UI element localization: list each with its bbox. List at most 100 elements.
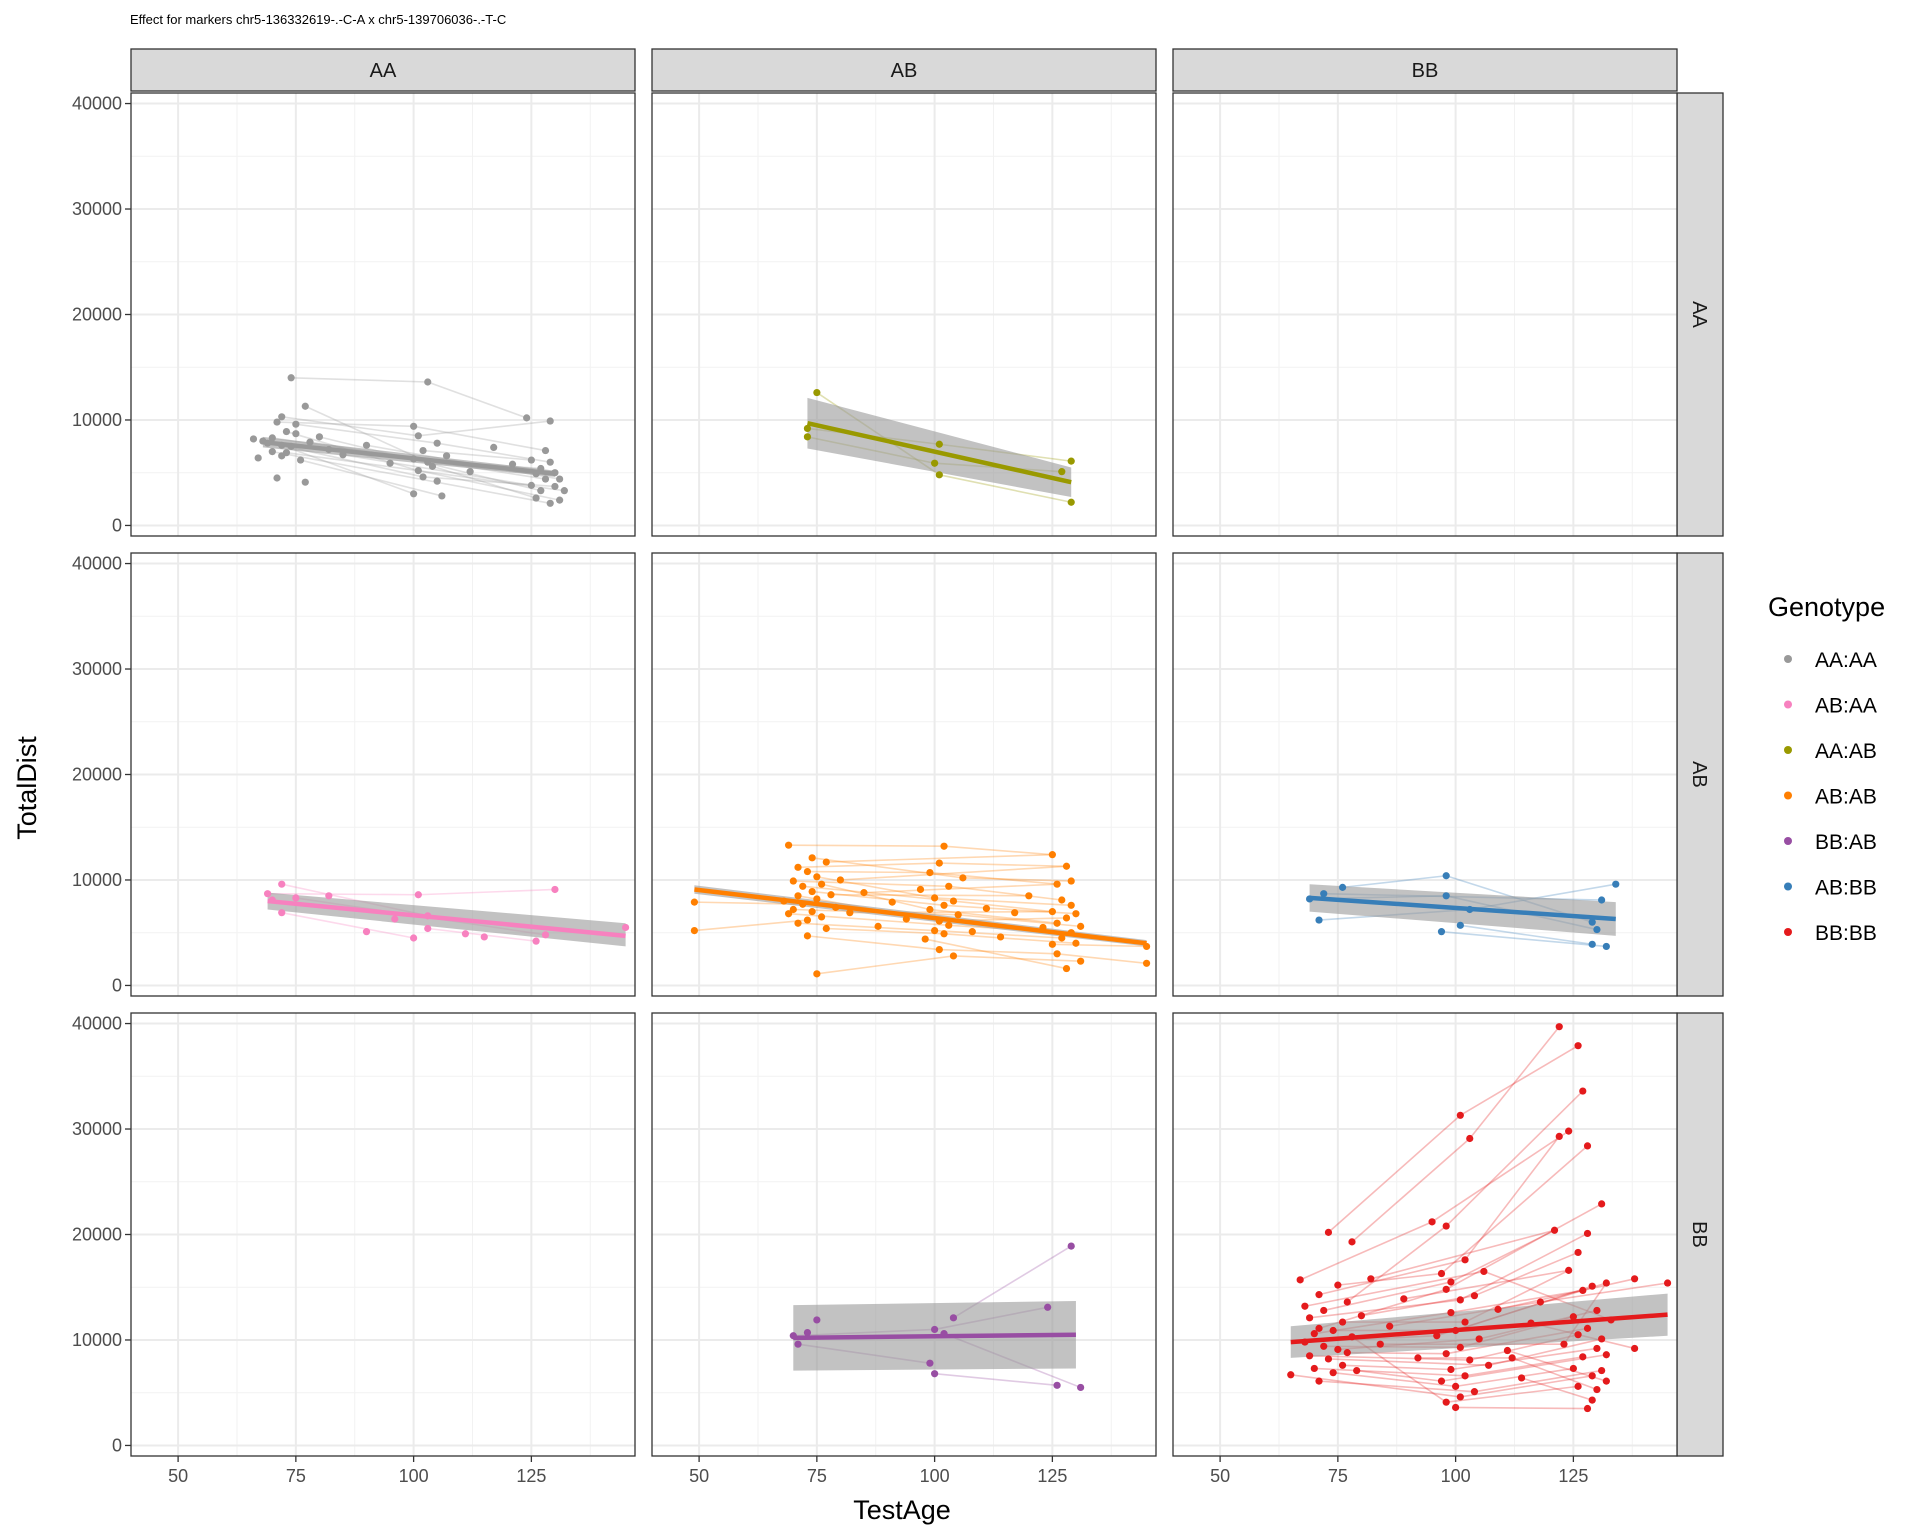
subject-line: [807, 935, 940, 951]
y-tick-label: 30000: [72, 1119, 122, 1139]
panel-data-bb-ab: [789, 1242, 1085, 1392]
data-point: [949, 897, 958, 905]
data-point: [813, 895, 821, 903]
trend-line: [1309, 895, 1616, 922]
legend-key: [1784, 655, 1792, 663]
subject-line: [863, 883, 1058, 894]
data-point: [1447, 1308, 1455, 1317]
data-point: [1442, 892, 1450, 900]
data-point: [433, 439, 441, 447]
data-point: [1437, 1377, 1446, 1385]
data-point: [1044, 1303, 1052, 1311]
subject-line: [1309, 1354, 1470, 1361]
data-point: [527, 456, 535, 464]
data-point: [945, 921, 953, 929]
data-point: [1077, 957, 1085, 965]
data-point: [1067, 877, 1075, 885]
data-point: [287, 374, 295, 382]
panel-aa-ab: [652, 93, 1156, 536]
data-point: [1353, 1366, 1361, 1375]
data-point: [808, 854, 816, 862]
data-point: [433, 477, 441, 485]
data-point: [480, 933, 488, 941]
subject-line: [281, 911, 414, 939]
y-tick-label: 10000: [72, 410, 122, 430]
subject-line: [1337, 1272, 1442, 1286]
subject-line: [1361, 1294, 1475, 1317]
subject-line: [1446, 1385, 1579, 1404]
data-point: [1588, 1282, 1596, 1290]
data-point: [1324, 1355, 1333, 1363]
data-point: [1048, 940, 1056, 948]
data-point: [1296, 1276, 1304, 1284]
subject-line: [1497, 1278, 1635, 1311]
data-point: [1583, 1324, 1592, 1332]
data-point: [1442, 1398, 1450, 1406]
data-point: [935, 945, 943, 954]
data-point: [1067, 901, 1075, 909]
data-point: [249, 435, 258, 443]
data-point: [949, 1314, 958, 1322]
data-point: [1442, 1285, 1450, 1293]
col-strip-label: AB: [891, 60, 918, 82]
data-point: [1414, 1354, 1422, 1362]
panel-data-aa-aa: [249, 374, 568, 507]
data-point: [1461, 1256, 1469, 1264]
data-point: [1508, 1354, 1516, 1362]
data-point: [1602, 1279, 1610, 1287]
data-point: [1067, 498, 1075, 506]
data-point: [537, 487, 545, 495]
data-point: [874, 922, 882, 930]
subject-line: [1299, 1221, 1433, 1281]
trend-line: [1290, 1312, 1668, 1345]
data-point: [1466, 1356, 1474, 1364]
y-tick-label: 0: [112, 515, 122, 535]
data-point: [926, 905, 934, 914]
data-point: [1470, 1388, 1479, 1396]
subject-line: [925, 938, 1067, 970]
subject-line: [1314, 1367, 1466, 1377]
subject-line: [830, 893, 1029, 897]
subject-line: [291, 376, 428, 383]
row-strip-bb: [1676, 1012, 1724, 1457]
data-point: [278, 909, 286, 917]
subject-line: [948, 885, 1062, 901]
subject-line: [939, 474, 1072, 504]
data-point: [996, 933, 1005, 941]
subject-line: [962, 877, 1072, 882]
data-point: [1588, 1372, 1596, 1380]
data-point: [1053, 1381, 1061, 1389]
data-point: [1367, 1275, 1375, 1283]
data-point: [273, 474, 281, 482]
data-point: [1447, 1365, 1455, 1374]
subject-line: [826, 927, 945, 935]
data-point: [803, 433, 812, 441]
data-point: [263, 890, 272, 898]
x-tick-label: 100: [1441, 1466, 1471, 1486]
data-point: [466, 468, 474, 476]
legend-label: AA:AA: [1815, 649, 1877, 672]
y-tick-label: 20000: [72, 1225, 122, 1245]
x-axis-title: TestAge: [853, 1495, 951, 1525]
col-strip-bb: [1172, 48, 1678, 92]
data-point: [803, 916, 812, 924]
data-point: [931, 1325, 939, 1334]
subject-line: [413, 425, 546, 452]
data-point: [813, 873, 821, 881]
subject-line: [929, 908, 1058, 925]
data-point: [414, 891, 422, 899]
col-strip-ab: [651, 48, 1157, 92]
data-point: [424, 378, 432, 386]
data-point: [1338, 883, 1347, 891]
data-point: [1461, 1372, 1469, 1380]
data-point: [1475, 1335, 1483, 1343]
subject-line: [1342, 874, 1447, 889]
data-point: [414, 432, 422, 440]
data-point: [1315, 1377, 1323, 1385]
data-point: [1011, 909, 1019, 917]
axes: 0 10000 20000 30000 40000 0 10000 20000 30000 400…: [72, 94, 1588, 1486]
data-point: [954, 911, 962, 919]
data-point: [1048, 908, 1056, 916]
data-point: [1536, 1298, 1545, 1306]
data-point: [1338, 1361, 1347, 1369]
